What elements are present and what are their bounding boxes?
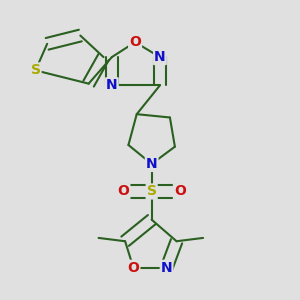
Text: O: O <box>129 35 141 49</box>
Text: O: O <box>174 184 186 199</box>
Text: O: O <box>118 184 129 199</box>
Text: S: S <box>31 63 40 77</box>
Text: N: N <box>106 78 118 92</box>
Text: S: S <box>147 184 157 199</box>
Text: N: N <box>161 261 172 275</box>
Text: N: N <box>154 50 166 64</box>
Text: O: O <box>128 261 139 275</box>
Text: N: N <box>146 157 158 171</box>
